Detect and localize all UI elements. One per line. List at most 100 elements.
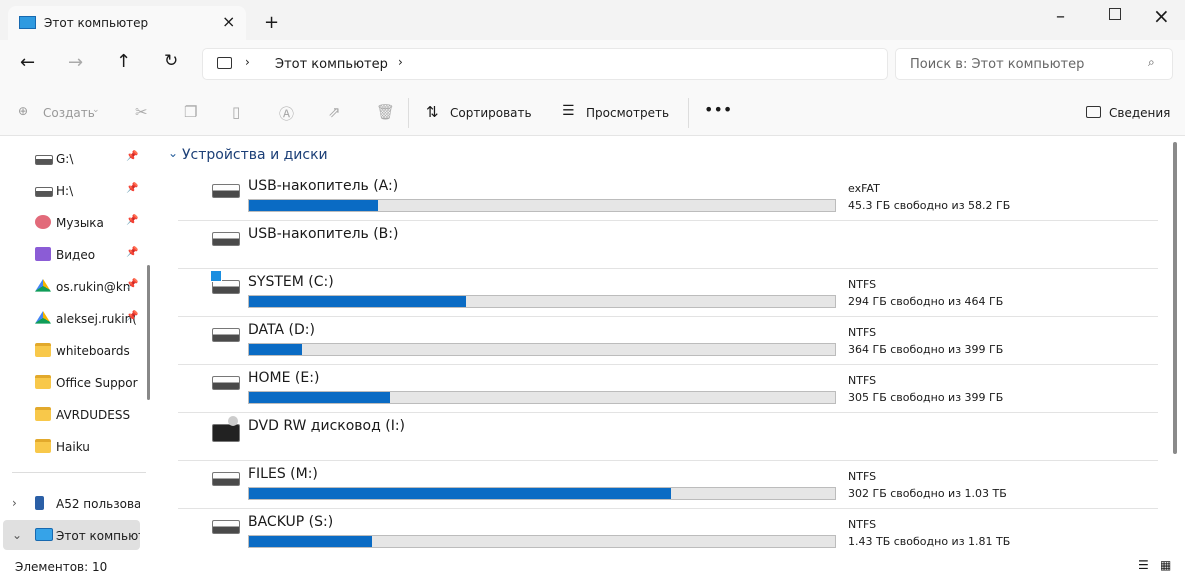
filesystem: NTFS [848, 374, 877, 387]
pc-icon [217, 57, 232, 69]
refresh[interactable]: ↻ [164, 51, 179, 71]
nav-label: Этот компьюте [56, 529, 140, 543]
close-window[interactable]: × [1153, 4, 1170, 28]
command-bar: ⊕ Создать ⌄ ✂ ❐ ▯ Ⓐ ⇗ 🗑 ⇅ Сортировать ☰ … [0, 90, 1185, 136]
nav-label: Музыка [56, 216, 104, 230]
delete[interactable]: 🗑 [376, 103, 396, 121]
search-box[interactable]: Поиск в: Этот компьютер ⌕ [895, 48, 1173, 80]
free-space: 45.3 ГБ свободно из 58.2 ГБ [848, 199, 1011, 212]
usage-fill [249, 488, 671, 499]
drive-icon [212, 472, 240, 486]
usage-fill [249, 344, 302, 355]
rename[interactable]: Ⓐ [279, 105, 295, 123]
collapse[interactable]: ⌄ [168, 146, 179, 160]
tiles-view[interactable]: ▦ [1160, 558, 1172, 572]
expand: › [12, 496, 17, 510]
search-placeholder: Поиск в: Этот компьютер [910, 57, 1085, 72]
drive-tile[interactable] [178, 462, 1158, 508]
usage-fill [249, 392, 390, 403]
chevron[interactable]: › [398, 55, 403, 69]
usage-bar [248, 391, 836, 404]
back[interactable]: ← [20, 52, 36, 73]
separator [178, 460, 1158, 461]
navigation-pane: G:\ 📌 H:\ 📌 Музыка 📌 Видео 📌 os.rukin@kn 📌 aleksej… [0, 136, 156, 555]
pin: 📌 [126, 279, 139, 290]
filesystem: exFAT [848, 182, 880, 195]
separator [178, 364, 1158, 365]
pin: 📌 [126, 247, 139, 258]
create[interactable]: Создать [43, 106, 95, 120]
free-space: 305 ГБ свободно из 399 ГБ [848, 391, 1004, 404]
section-title: Устройства и диски [182, 147, 328, 163]
nav-label: G:\ [56, 152, 74, 166]
nav-icon [35, 215, 51, 229]
crumb[interactable]: Этот компьютер [275, 57, 388, 72]
close-tab[interactable]: × [222, 12, 236, 31]
nav-label: os.rukin@kn [56, 280, 131, 294]
drive-name: FILES (M:) [248, 466, 318, 482]
filesystem: NTFS [848, 278, 877, 291]
nav-label: AVRDUDESS [56, 408, 131, 422]
sort[interactable]: Сортировать [450, 106, 532, 120]
usage-fill [249, 200, 378, 211]
drive-name: HOME (E:) [248, 370, 320, 386]
usage-bar [248, 535, 836, 548]
drive-name: DATA (D:) [248, 322, 315, 338]
drive-icon [212, 376, 240, 390]
nav-item[interactable] [3, 520, 140, 550]
nav-label: Видео [56, 248, 96, 262]
nav-label: Haiku [56, 440, 90, 454]
usage-bar [248, 199, 836, 212]
up[interactable]: ↑ [116, 51, 132, 72]
separator [178, 268, 1158, 269]
details-view[interactable]: ☰ [1138, 558, 1149, 572]
share[interactable]: ⇗ [328, 103, 341, 121]
filesystem: NTFS [848, 470, 877, 483]
address-bar[interactable]: › Этот компьютер › [202, 48, 888, 80]
drive-tile[interactable] [178, 318, 1158, 364]
new-tab[interactable]: + [264, 12, 280, 33]
filesystem: NTFS [848, 326, 877, 339]
more[interactable]: ••• [704, 100, 733, 119]
nav-label: aleksej.rukin( [56, 312, 137, 326]
separator [178, 412, 1158, 413]
usage-bar [248, 487, 836, 500]
nav-icon [35, 155, 53, 165]
pin: 📌 [126, 311, 139, 322]
forward[interactable]: → [68, 52, 84, 73]
tab[interactable]: Этот компьютер × [8, 6, 246, 40]
sort-icon: ⇅ [426, 103, 439, 121]
divider [12, 472, 146, 473]
scrollbar [1173, 142, 1177, 454]
nav-label: H:\ [56, 184, 74, 198]
details[interactable]: Сведения [1109, 106, 1171, 120]
drive-tile[interactable] [178, 366, 1158, 412]
minimize[interactable]: – [1056, 6, 1065, 27]
free-space: 302 ГБ свободно из 1.03 ТБ [848, 487, 1007, 500]
cut[interactable]: ✂ [135, 103, 148, 121]
nav-label: A52 пользовате [56, 497, 140, 511]
tab-title: Этот компьютер [44, 16, 149, 30]
maximize[interactable] [1109, 8, 1121, 20]
filesystem: NTFS [848, 518, 877, 531]
details-icon [1086, 106, 1101, 118]
chevron: › [245, 55, 250, 69]
free-space: 1.43 ТБ свободно из 1.81 ТБ [848, 535, 1011, 548]
drive-name: SYSTEM (C:) [248, 274, 334, 290]
copy[interactable]: ❐ [184, 103, 198, 121]
drive-name: BACKUP (S:) [248, 514, 334, 530]
drive-name: USB-накопитель (A:) [248, 178, 399, 194]
item-count: Элементов: 10 [15, 560, 108, 574]
nav-icon [35, 187, 53, 197]
scrollbar [147, 265, 150, 400]
view[interactable]: Просмотреть [586, 106, 670, 120]
nav-icon [35, 247, 51, 261]
separator [178, 316, 1158, 317]
status-bar: Элементов: 10 ☰ ▦ [0, 555, 1185, 579]
paste[interactable]: ▯ [232, 103, 241, 121]
disc [228, 416, 238, 426]
nav-icon [35, 343, 51, 357]
windows-logo [210, 270, 222, 282]
create-icon: ⊕ [18, 104, 29, 118]
